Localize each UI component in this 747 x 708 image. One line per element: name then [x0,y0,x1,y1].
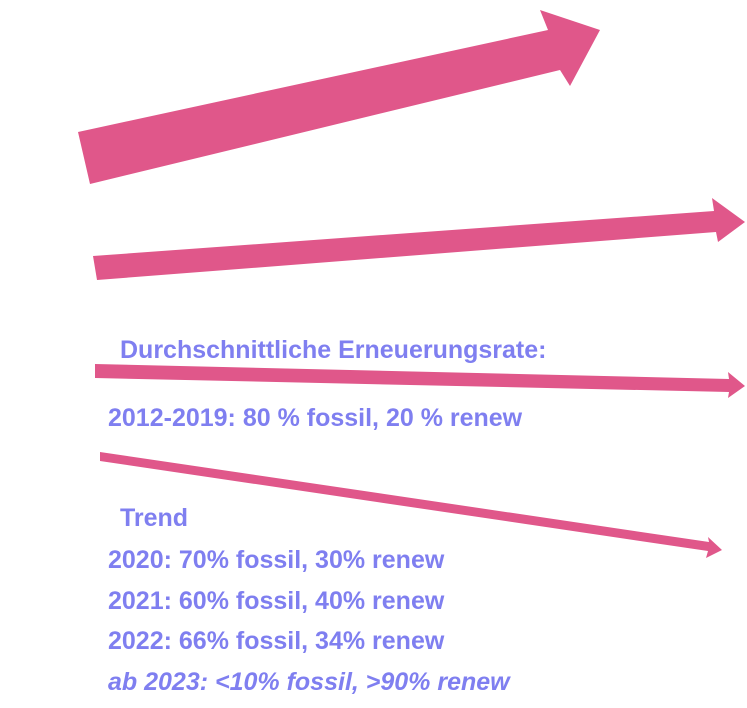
arrow [78,10,600,184]
trend-line: 2020: 70% fossil, 30% renew [108,546,445,574]
trend-line: 2022: 66% fossil, 34% renew [108,627,445,655]
arrow-group [78,10,745,558]
trend-label: Trend [120,504,189,532]
arrow [93,198,745,280]
arrow [95,364,745,398]
arrow [100,452,722,558]
trend-line: 2021: 60% fossil, 40% renew [108,587,445,615]
heading: Durchschnittliche Erneuerungsrate: [120,336,547,364]
trend-line: ab 2023: <10% fossil, >90% renew [108,668,510,696]
period-line: 2012-2019: 80 % fossil, 20 % renew [108,404,523,432]
